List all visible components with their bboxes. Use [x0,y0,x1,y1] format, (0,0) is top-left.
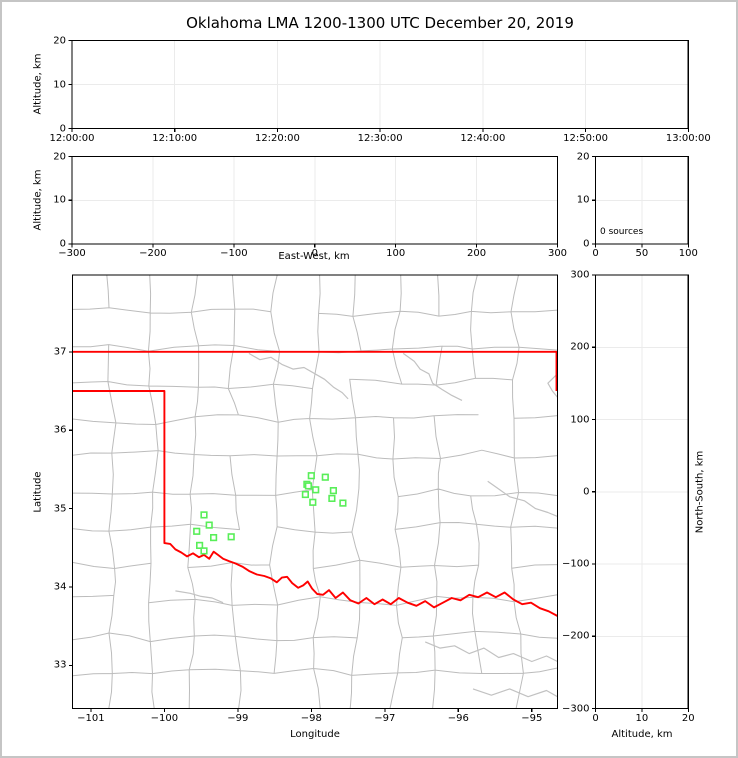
tick-label: −98 [300,712,322,724]
tick-label: 300 [547,248,568,259]
tick-label: 200 [570,341,590,353]
tick-label: 20 [576,151,590,162]
station-marker [196,541,204,549]
tick-label: 0 [311,248,318,259]
tick-label: 100 [386,248,406,259]
tick-label: 0 [59,238,66,250]
tick-label: 12:10:00 [152,132,198,144]
tick-label: −200 [139,248,167,259]
tick-label: −99 [227,712,249,724]
station-marker [200,511,208,519]
station-marker [200,547,208,555]
figure-title: Oklahoma LMA 1200-1300 UTC December 20, … [186,14,574,32]
station-marker [307,472,315,480]
tick-label: −95 [521,712,543,724]
tick-label: 10 [53,194,66,206]
station-marker [227,533,235,541]
tick-label: 12:50:00 [563,132,609,144]
gridlines [72,40,689,709]
tick-label: 12:00:00 [49,132,95,144]
panel-plan-view-map-frame [71,274,559,710]
tick-label: 37 [53,346,67,358]
station-marker [309,498,317,506]
tick-label: −100 [562,558,590,570]
axis-label-altitude-ns-panel: Altitude, km [611,729,673,740]
station-marker [193,527,201,535]
tick-label: −97 [374,712,396,724]
station-marker [205,521,213,529]
tick-label: 12:20:00 [254,132,300,144]
oklahoma-state-border [72,350,558,617]
station-marker [329,486,338,495]
tick-label: 34 [53,581,67,593]
tick-label: 10 [635,712,649,724]
axes [68,39,689,712]
axis-label-altitude-time-panel: Altitude, km [32,53,44,115]
tick-label: 50 [635,248,649,259]
axis-label-altitude-ew-panel: Altitude, km [32,169,44,231]
tick-label: −200 [562,630,590,642]
axis-label-longitude: Longitude [290,729,340,740]
station-marker [321,473,329,481]
tick-label: 36 [53,424,67,436]
tick-label: −100 [150,712,179,724]
county-boundaries [72,275,558,709]
tick-label: 10 [53,79,66,90]
tick-label: 10 [576,194,590,206]
tick-label: −101 [77,712,105,724]
tick-label: 0 [583,238,590,250]
tick-label: 200 [467,248,487,259]
axis-label-latitude: Latitude [32,471,44,513]
station-marker [312,486,320,494]
tick-label: −300 [58,248,86,259]
rivers [175,352,558,698]
tick-label: −300 [562,703,590,714]
tick-label: 100 [678,248,698,259]
station-marker [304,482,313,490]
station-marker [339,499,347,507]
axis-label-east-west: East-West, km [278,251,350,262]
tick-label: 100 [570,414,590,425]
sources-count-annotation: 0 sources [600,227,644,237]
axis-label-north-south: North-South, km [694,450,706,534]
station-marker [210,533,218,542]
tick-label: −100 [220,248,248,259]
tick-label: −96 [447,712,469,724]
lma-station-markers [193,472,347,555]
station-marker [301,490,310,499]
tick-label: 20 [681,712,695,724]
tick-label: 12:40:00 [460,132,506,144]
map-content [72,275,558,709]
tick-label: 13:00:00 [665,132,711,144]
tick-label: 20 [53,151,66,162]
tick-label: 12:30:00 [357,132,403,144]
tick-label: 300 [570,269,590,281]
tick-label: 0 [583,486,590,498]
tick-label: 0 [59,123,66,134]
tick-label: 35 [53,503,67,515]
station-marker [328,494,336,503]
tick-label: 0 [592,712,599,724]
tick-label: 20 [53,35,66,46]
tick-label: 0 [592,248,599,259]
tick-label: 33 [53,659,67,671]
